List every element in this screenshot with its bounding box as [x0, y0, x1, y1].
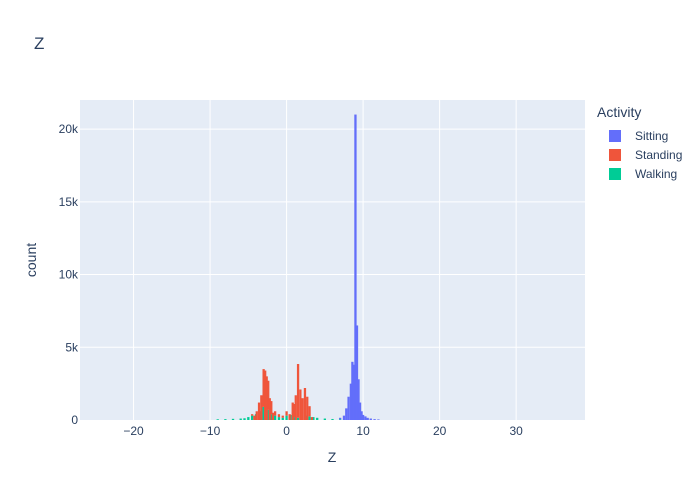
y-axis-ticks: 0 5k 10k 15k 20k — [59, 122, 79, 427]
bar-walking — [251, 415, 254, 420]
x-tick-label: −20 — [123, 424, 144, 438]
bar-walking — [285, 415, 288, 420]
bar-standing — [285, 411, 288, 416]
bar-standing — [270, 401, 273, 415]
bar-standing — [267, 380, 270, 410]
y-tick-label: 0 — [71, 413, 78, 427]
bar-sitting — [369, 418, 372, 420]
bar-walking — [247, 417, 250, 420]
bar-standing — [308, 406, 311, 417]
y-tick-label: 20k — [59, 122, 79, 136]
y-tick-label: 10k — [59, 268, 79, 282]
legend-swatch-walking — [609, 167, 621, 180]
bar-walking — [262, 406, 265, 420]
bar-standing — [310, 417, 313, 420]
bar-standing — [262, 369, 265, 407]
x-tick-label: 10 — [356, 424, 370, 438]
bar-standing — [253, 415, 256, 420]
bar-walking — [323, 418, 326, 420]
plot-background — [80, 100, 585, 420]
bar-standing — [294, 395, 297, 420]
bar-sitting — [342, 415, 346, 420]
y-tick-label: 15k — [59, 195, 79, 209]
x-tick-label: 0 — [283, 424, 290, 438]
bar-walking — [243, 418, 246, 420]
bar-walking — [296, 417, 300, 420]
bar-walking — [281, 417, 284, 420]
bar-standing — [291, 402, 294, 420]
bar-standing — [306, 396, 309, 420]
bar-standing — [293, 404, 296, 418]
bar-standing — [260, 395, 263, 420]
bar-walking — [216, 419, 219, 420]
bar-standing — [271, 412, 274, 420]
legend-swatch-sitting — [609, 129, 621, 142]
bar-standing — [303, 388, 307, 420]
bar-sitting — [361, 414, 365, 420]
legend-swatch-standing — [609, 148, 621, 161]
bar-standing — [299, 389, 302, 420]
bar-standing — [251, 414, 254, 416]
bar-walking — [308, 416, 311, 420]
legend: Activity Sitting Standing Walking — [597, 104, 682, 183]
y-axis-title: count — [23, 243, 39, 277]
bar-walking — [331, 418, 334, 420]
bar-standing — [264, 370, 267, 420]
bar-sitting — [339, 417, 342, 420]
bars-layer — [216, 114, 380, 420]
y-tick-label: 5k — [65, 340, 79, 354]
bar-sitting — [364, 416, 367, 420]
bar-standing — [268, 398, 271, 420]
bar-sitting — [377, 419, 380, 420]
bar-sitting — [349, 383, 353, 420]
bar-walking — [239, 418, 242, 420]
bar-sitting — [352, 364, 356, 420]
bar-walking — [339, 419, 342, 420]
bar-sitting — [373, 419, 376, 420]
bar-sitting — [360, 411, 363, 420]
bar-sitting — [366, 417, 369, 420]
legend-item-walking[interactable]: Walking — [597, 164, 682, 183]
bar-standing — [265, 376, 268, 420]
chart-title: Z — [34, 34, 45, 53]
legend-item-sitting[interactable]: Sitting — [597, 126, 682, 145]
legend-label-sitting: Sitting — [635, 128, 669, 143]
bar-walking — [267, 409, 270, 420]
bar-sitting — [357, 379, 360, 420]
bar-walking — [224, 419, 227, 420]
bar-standing — [257, 402, 261, 420]
bar-standing — [296, 364, 300, 418]
bar-walking — [316, 417, 319, 420]
x-axis-ticks: −20 −10 0 10 20 30 — [123, 424, 523, 438]
bar-sitting — [355, 325, 359, 420]
bar-sitting — [358, 402, 362, 420]
legend-label-walking: Walking — [635, 166, 678, 181]
bar-walking — [231, 418, 235, 420]
legend-title: Activity — [597, 104, 642, 120]
bar-sitting — [345, 408, 348, 420]
bar-walking — [277, 417, 281, 420]
bar-standing — [277, 414, 281, 418]
x-tick-label: −10 — [200, 424, 221, 438]
legend-item-standing[interactable]: Standing — [597, 145, 682, 164]
bar-walking — [293, 417, 296, 420]
x-tick-label: 30 — [509, 424, 523, 438]
bar-standing — [273, 411, 277, 416]
bar-standing — [255, 411, 258, 420]
bar-walking — [312, 417, 315, 420]
bar-sitting — [354, 114, 357, 420]
bar-sitting — [351, 361, 354, 420]
grid-lines — [80, 100, 585, 420]
bar-walking — [273, 415, 277, 420]
bar-standing — [288, 414, 291, 420]
bar-walking — [270, 414, 273, 420]
x-axis-title: Z — [328, 449, 337, 465]
bar-standing — [301, 398, 304, 420]
legend-label-standing: Standing — [635, 147, 683, 162]
bar-sitting — [347, 396, 350, 420]
bar-standing — [281, 415, 284, 418]
x-tick-label: 20 — [433, 424, 447, 438]
